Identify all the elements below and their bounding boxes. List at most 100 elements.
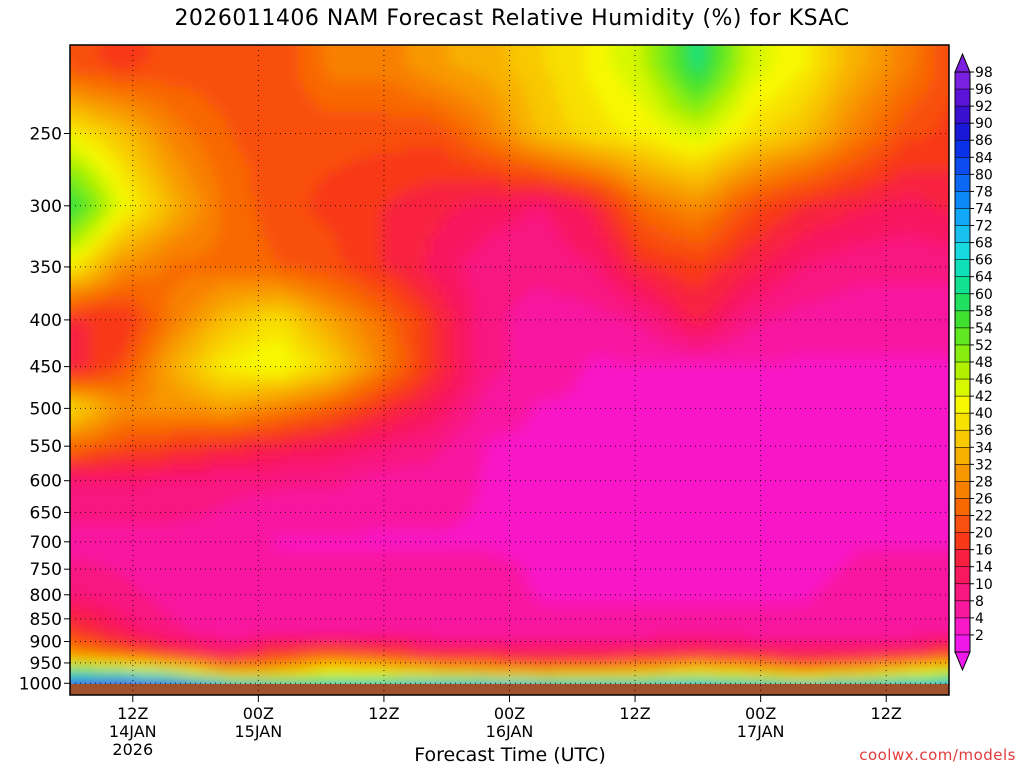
grid-lines [70, 45, 949, 695]
colorbar-segment [955, 140, 970, 158]
colorbar-segment [955, 310, 970, 329]
colorbar-segment [955, 89, 970, 107]
y-tick-label: 500 [30, 399, 62, 419]
y-tick-label: 400 [30, 311, 62, 331]
colorbar-label: 40 [975, 406, 993, 422]
x-tick-label: 12Z [117, 704, 148, 723]
colorbar-label: 36 [975, 423, 993, 439]
y-tick-label: 350 [30, 258, 62, 278]
colorbar-label: 84 [975, 150, 993, 166]
x-tick-label: 00Z [745, 704, 776, 723]
x-tick-sub1: 15JAN [234, 722, 282, 741]
colorbar-label: 72 [975, 219, 993, 235]
x-tick-label: 12Z [619, 704, 650, 723]
y-tick-label: 800 [30, 586, 62, 606]
colorbar-label: 4 [975, 611, 984, 627]
y-tick-label: 250 [30, 124, 62, 144]
colorbar-label: 10 [975, 577, 993, 593]
colorbar-label: 42 [975, 389, 993, 405]
colorbar-label: 92 [975, 99, 993, 115]
colorbar-label: 46 [975, 372, 993, 388]
colorbar-segment [955, 293, 970, 312]
colorbar-label: 64 [975, 270, 993, 286]
colorbar-segment [955, 566, 970, 585]
colorbar-label: 90 [975, 116, 993, 132]
colorbar-segment [955, 72, 970, 90]
y-tick-label: 700 [30, 533, 62, 553]
colorbar-label: 22 [975, 509, 993, 525]
colorbar-segment [955, 157, 970, 175]
colorbar-max-triangle [954, 52, 971, 73]
colorbar-segment [955, 379, 970, 397]
rh-field [70, 45, 949, 695]
colorbar-min-triangle [954, 651, 971, 672]
x-tick-sub1: 14JAN [109, 722, 157, 741]
colorbar-label: 68 [975, 236, 993, 252]
colorbar-label: 74 [975, 201, 993, 217]
colorbar-label: 14 [975, 560, 993, 576]
ground-band [70, 684, 949, 695]
colorbar-label: 34 [975, 440, 993, 456]
colorbar-segment [955, 344, 970, 363]
colorbar-segment [955, 583, 970, 602]
y-tick-label: 1000 [19, 674, 62, 694]
colorbar-label: 32 [975, 457, 993, 473]
colorbar-segment [955, 123, 970, 141]
colorbar-segment [955, 498, 970, 517]
x-tick-label: 00Z [243, 704, 274, 723]
colorbar-segment [955, 327, 970, 346]
x-tick-sub2: 2026 [112, 740, 153, 759]
x-axis-label: Forecast Time (UTC) [414, 744, 606, 766]
colorbar-segment [955, 191, 970, 209]
colorbar-segment [955, 225, 970, 244]
y-tick-label: 650 [30, 503, 62, 523]
colorbar-label: 8 [975, 594, 984, 610]
colorbar-segment [955, 532, 970, 551]
colorbar-label: 96 [975, 82, 993, 98]
y-tick-label: 850 [30, 610, 62, 630]
x-tick-label: 00Z [494, 704, 525, 723]
colorbar-segment [955, 208, 970, 227]
y-tick-label: 550 [30, 437, 62, 457]
x-tick-sub1: 17JAN [737, 722, 785, 741]
colorbar-label: 20 [975, 526, 993, 542]
colorbar-segment [955, 430, 970, 448]
colorbar-label: 58 [975, 304, 993, 320]
colorbar-label: 78 [975, 184, 993, 200]
colorbar-label: 26 [975, 491, 993, 507]
colorbar-label: 80 [975, 167, 993, 183]
colorbar-label: 52 [975, 338, 993, 354]
chart-title: 2026011406 NAM Forecast Relative Humidit… [174, 6, 850, 31]
y-tick-label: 750 [30, 560, 62, 580]
colorbar-segment [955, 515, 970, 534]
colorbar-label: 98 [975, 65, 993, 81]
colorbar-segment [955, 464, 970, 482]
y-tick-label: 300 [30, 197, 62, 217]
colorbar-segment [955, 106, 970, 124]
colorbar-label: 60 [975, 287, 993, 303]
colorbar-segment [955, 174, 970, 192]
colorbar-segment [955, 481, 970, 499]
x-tick-sub1: 16JAN [486, 722, 534, 741]
colorbar-segment [955, 549, 970, 568]
colorbar-label: 66 [975, 253, 993, 269]
colorbar-label: 54 [975, 321, 993, 337]
colorbar-label: 28 [975, 474, 993, 490]
colorbar-segment [955, 396, 970, 414]
y-tick-label: 900 [30, 632, 62, 652]
x-tick-label: 12Z [368, 704, 399, 723]
colorbar-segment [955, 242, 970, 261]
colorbar-segment [955, 447, 970, 465]
colorbar-segment [955, 362, 970, 380]
site-credit: coolwx.com/models [859, 746, 1016, 764]
y-tick-label: 600 [30, 472, 62, 492]
colorbar-label: 2 [975, 628, 984, 644]
colorbar-segment [955, 259, 970, 278]
colorbar-label: 16 [975, 543, 993, 559]
y-axis: 250 300 350 400 450 500 550 600 650 700 750 800 8509… [19, 124, 70, 694]
colorbar-label: 86 [975, 133, 993, 149]
y-tick-label: 450 [30, 358, 62, 378]
colorbar-segment [955, 634, 970, 653]
